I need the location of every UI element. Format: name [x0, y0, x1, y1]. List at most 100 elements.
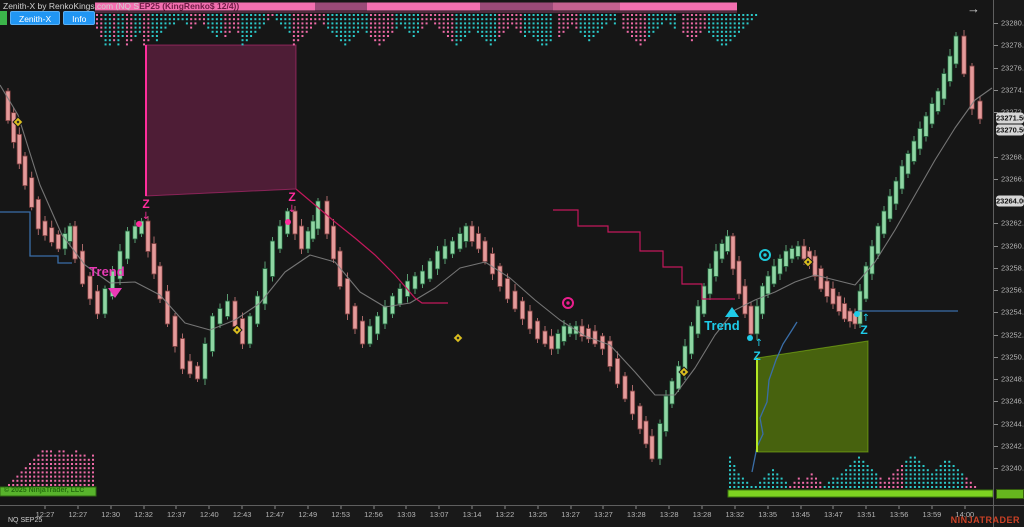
time-tick-label: 12:27 — [35, 510, 55, 519]
trend-signal-down: Trend — [89, 264, 125, 298]
active-indicator-bar — [0, 11, 7, 25]
time-tick-label: 12:47 — [265, 510, 285, 519]
time-tick-dash — [931, 506, 933, 509]
signal-zones — [145, 44, 869, 453]
time-tick-label: 12:37 — [167, 510, 186, 519]
price-tick-dash — [994, 268, 998, 269]
time-tick-label: 12:32 — [134, 510, 153, 519]
time-tick-dash — [110, 506, 112, 509]
svg-text:Z: Z — [142, 197, 149, 211]
time-tick-label: 13:27 — [561, 510, 580, 519]
time-tick-dash — [241, 506, 243, 509]
price-tick-label: 23244.00 — [1001, 419, 1024, 429]
time-axis[interactable]: 12:27 12:27 12:30 12:32 12:37 12:40 12:43 12:47… — [0, 505, 993, 520]
time-tick-dash — [832, 506, 834, 509]
time-tick-dash — [274, 506, 276, 509]
price-tick-label: 23280.00 — [1001, 18, 1024, 28]
time-tick-label: 12:27 — [68, 510, 88, 519]
price-tick-label: 23248.00 — [1001, 374, 1024, 384]
time-tick-dash — [537, 506, 539, 509]
svg-text:Trend: Trend — [704, 318, 739, 333]
time-tick-label: 14:00 — [955, 510, 975, 519]
bottom-left-green-bar — [0, 486, 97, 497]
time-tick-label: 12:49 — [298, 510, 318, 519]
bottom-right-green-bar — [727, 489, 993, 498]
top-activity-bar — [95, 2, 737, 13]
time-tick-dash — [143, 506, 145, 509]
price-tick-dash — [994, 90, 998, 91]
svg-text:↓: ↓ — [288, 204, 296, 215]
svg-text:↑: ↑ — [755, 338, 763, 349]
price-tick-dash — [994, 335, 998, 336]
info-button[interactable]: Info — [63, 11, 96, 25]
price-tick-dash — [994, 424, 998, 425]
time-tick-label: 12:53 — [331, 510, 351, 519]
svg-text:Z: Z — [288, 190, 295, 204]
time-tick-dash — [438, 506, 440, 509]
price-tick-dash — [994, 223, 998, 224]
price-axis[interactable]: 23280.00 23278.00 23276.00 23274.00 23272.00… — [993, 0, 1024, 505]
price-badge: 23264.00 — [996, 195, 1024, 207]
time-tick-dash — [865, 506, 867, 509]
z-signal-marker: Z↓ — [285, 190, 296, 225]
time-tick-dash — [602, 506, 604, 509]
time-tick-dash — [373, 506, 374, 509]
ninjatrader-logo: NINJATRADER — [950, 515, 1020, 525]
time-tick-dash — [175, 506, 177, 509]
time-tick-label: 13:32 — [725, 510, 745, 519]
axis-green-bar — [996, 489, 1024, 499]
time-tick-dash — [701, 506, 703, 509]
top-volume-dots — [96, 14, 758, 46]
time-tick-label: 13:03 — [396, 510, 416, 519]
time-tick-dash — [307, 506, 309, 509]
price-tick-dash — [994, 379, 998, 380]
scroll-to-end-arrow-icon[interactable]: → — [967, 1, 980, 16]
renko-candles — [5, 30, 983, 465]
z-signal-marker: Z↑ — [747, 335, 763, 363]
time-tick-dash — [635, 506, 637, 509]
price-tick-label: 23242.00 — [1001, 441, 1024, 451]
time-tick-dash — [570, 506, 572, 509]
window-title: Zenith-X by RenkoKings.com (NQ SEP25 (Ki… — [3, 1, 239, 11]
time-tick-dash — [898, 506, 900, 509]
time-tick-label: 13:28 — [692, 510, 712, 519]
time-tick-label: 13:56 — [889, 510, 909, 519]
svg-text:↑: ↑ — [862, 313, 870, 324]
price-tick-label: 23266.00 — [1001, 174, 1024, 184]
time-tick-dash — [405, 506, 407, 509]
price-tick-dash — [994, 68, 998, 69]
price-tick-dash — [994, 23, 998, 24]
price-tick-dash — [994, 357, 998, 358]
time-tick-label: 13:47 — [824, 510, 843, 519]
price-tick-label: 23268.00 — [1001, 152, 1024, 162]
time-tick-dash — [77, 506, 79, 509]
price-tick-dash — [994, 312, 998, 313]
price-tick-dash — [994, 290, 998, 291]
trailing-stop-lines — [0, 188, 958, 473]
time-tick-label: 13:25 — [528, 510, 548, 519]
z-signal-marker: Z↑ — [854, 311, 870, 337]
time-tick-label: 12:40 — [199, 510, 219, 519]
time-tick-dash — [471, 506, 473, 509]
time-tick-label: 12:30 — [101, 510, 121, 519]
time-tick-label: 13:28 — [626, 510, 646, 519]
price-badge: 23271.50 — [996, 112, 1024, 124]
time-tick-dash — [44, 506, 46, 509]
time-tick-label: 13:59 — [922, 510, 942, 519]
time-tick-label: 12:56 — [364, 510, 383, 519]
instrument-label: NQ SEP25 — [8, 517, 43, 524]
price-tick-label: 23258.00 — [1001, 263, 1024, 273]
time-tick-dash — [767, 506, 769, 509]
price-tick-label: 23256.00 — [1001, 285, 1024, 295]
time-tick-dash — [340, 506, 342, 509]
zenith-x-button[interactable]: Zenith-X — [10, 11, 61, 25]
price-tick-label: 23240.00 — [1001, 463, 1024, 473]
diamond-marker — [802, 256, 814, 268]
z-signal-marker: Z↓ — [136, 197, 150, 227]
price-tick-label: 23278.00 — [1001, 40, 1024, 50]
price-tick-dash — [994, 446, 998, 447]
time-tick-dash — [504, 506, 506, 509]
